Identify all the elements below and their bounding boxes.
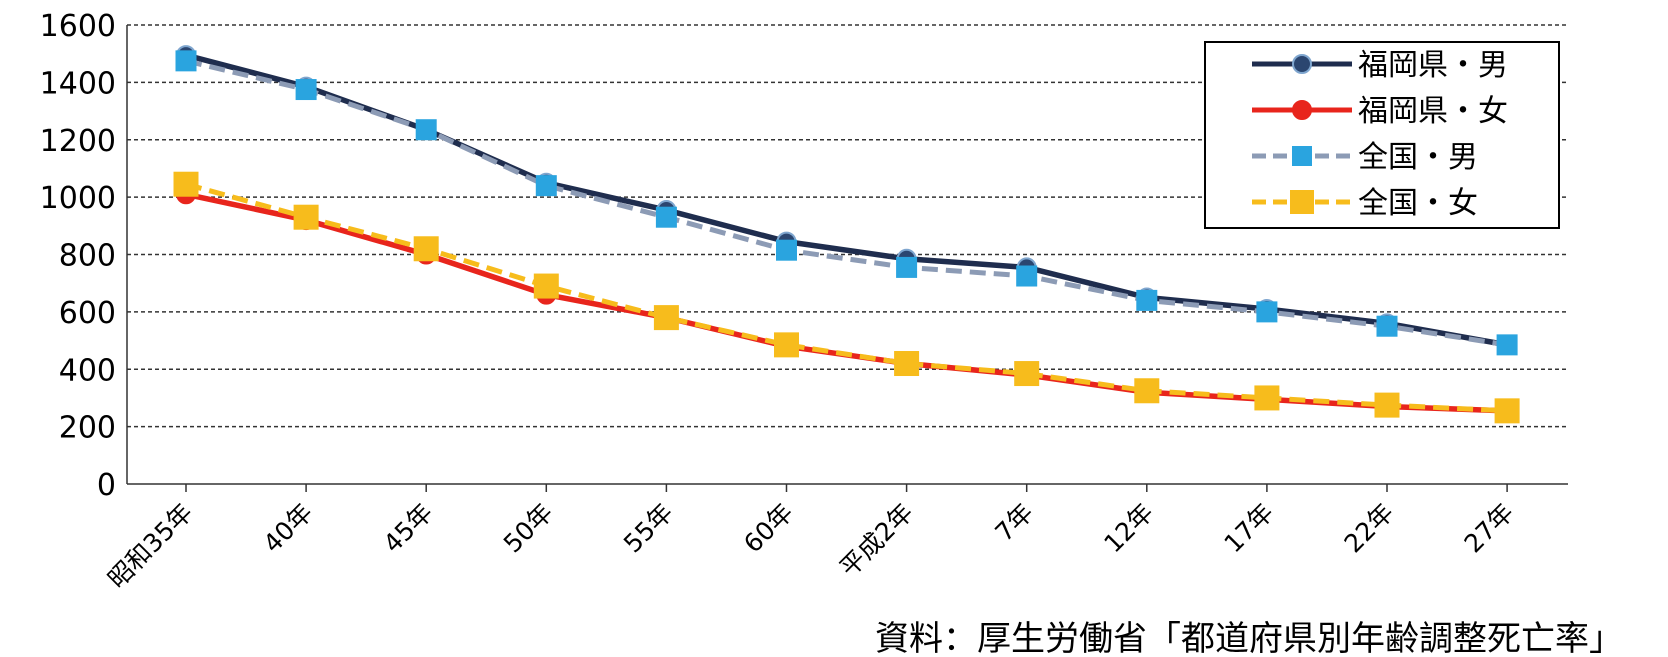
x-tick-labels: 昭和35年 40年 45年 50年 55年 60年 平成2年 7年 12年 17年 22年 27年 [102,498,1519,594]
data-point [774,332,799,358]
y-tick-label: 600 [59,296,116,331]
x-tick-label: 平成2年 [834,498,919,583]
series-lines [173,45,1520,424]
x-tick-label: 55年 [618,498,679,559]
legend-label: 福岡県・女 [1358,94,1508,129]
x-tick-label: 60年 [738,498,799,559]
data-point [293,204,319,230]
data-point [776,239,797,261]
data-point [1136,289,1158,311]
y-tick-label: 1200 [40,124,116,159]
x-tick-label: 27年 [1459,498,1520,559]
data-point [533,273,559,299]
data-point [1494,398,1520,424]
data-point [1374,392,1400,418]
data-point [894,351,920,377]
y-tick-label: 800 [59,239,116,274]
y-tick-label: 1000 [40,181,116,216]
legend-swatch-marker [1292,146,1312,166]
data-point [295,79,317,101]
legend-label: 全国・男 [1358,140,1478,175]
y-tick-label: 1400 [40,66,116,101]
data-point [413,236,439,262]
legend-swatch-marker [1292,54,1312,74]
data-point [1014,361,1040,387]
x-tick-label: 45年 [378,498,439,559]
series-3 [173,171,1520,424]
data-point [415,119,437,141]
series-line [185,58,1508,348]
y-tick-labels: 0 200 400 600 800 1000 1200 1400 1600 [40,9,116,503]
x-tick-label: 40年 [258,498,319,559]
legend-label: 全国・女 [1358,186,1478,221]
data-point [1016,265,1038,287]
y-tick-label: 1600 [40,9,116,44]
series-2 [175,50,1518,356]
x-tick-label: 昭和35年 [102,498,198,594]
data-point [655,206,677,228]
legend-swatch-marker [1292,100,1312,120]
data-point [896,256,918,278]
legend-swatch-marker [1290,190,1314,214]
legend-label: 福岡県・男 [1358,48,1508,83]
data-point [1254,385,1280,411]
source-note: 資料：厚生労働省「都道府県別年齢調整死亡率」 [875,619,1623,657]
data-point [1134,378,1160,404]
axes [126,25,1568,492]
data-point [175,50,197,72]
data-point [1256,301,1278,323]
legend-box [1204,41,1560,229]
x-tick-label: 17年 [1218,498,1279,559]
x-tick-label: 12年 [1098,498,1159,559]
data-point [653,305,679,331]
data-point [535,175,557,197]
data-point [1376,315,1398,337]
x-tick-label: 50年 [498,498,559,559]
series-line [185,181,1508,414]
y-tick-label: 200 [59,411,116,446]
data-point [173,171,199,197]
data-point [1496,334,1518,356]
y-tick-label: 0 [97,468,116,503]
x-tick-label: 22年 [1339,498,1400,559]
y-tick-label: 400 [59,353,116,388]
x-tick-label: 7年 [990,498,1039,547]
